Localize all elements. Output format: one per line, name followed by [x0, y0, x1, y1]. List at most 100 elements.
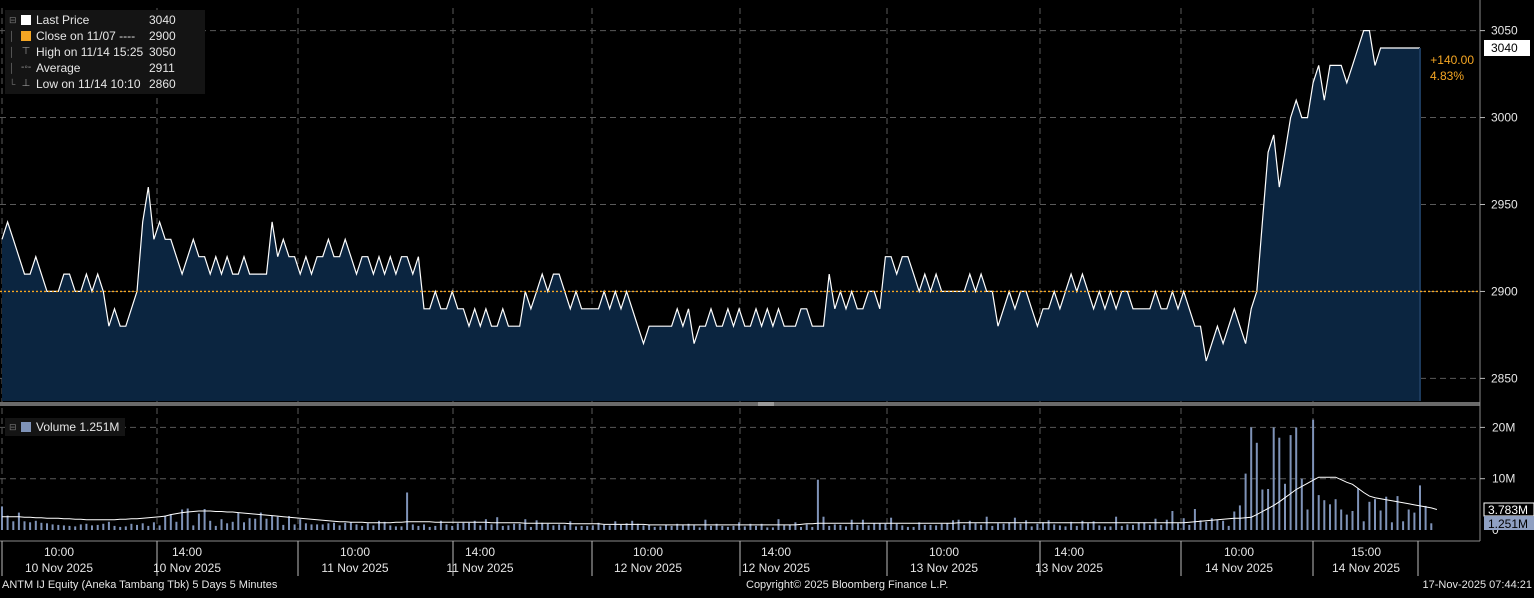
- volume-bar: [1374, 499, 1376, 530]
- volume-bar: [102, 523, 105, 530]
- volume-bar: [265, 518, 268, 530]
- x-tick-date: 12 Nov 2025: [614, 561, 682, 575]
- volume-bar: [726, 526, 729, 530]
- volume-bar: [378, 520, 380, 530]
- volume-bar: [1334, 499, 1337, 530]
- legend-row-high: │ ⊤ High on 11/14 15:25 3050: [9, 44, 205, 60]
- volume-bar: [1002, 523, 1005, 530]
- volume-bar: [997, 523, 999, 530]
- volume-bar: [552, 525, 555, 530]
- volume-bar: [963, 524, 966, 530]
- volume-bar: [57, 524, 60, 530]
- volume-bar: [445, 524, 448, 530]
- volume-bar: [1126, 524, 1129, 530]
- volume-bar: [175, 521, 178, 530]
- volume-bar: [861, 519, 864, 530]
- volume-bar: [715, 523, 718, 530]
- volume-bar: [710, 525, 712, 530]
- volume-bar: [1030, 526, 1033, 530]
- volume-bar: [406, 492, 409, 530]
- volume-bar: [434, 525, 437, 530]
- volume-bar: [1177, 523, 1179, 530]
- volume-bar: [1222, 520, 1225, 530]
- volume-bar: [254, 518, 257, 530]
- legend-value: 3050: [149, 45, 176, 59]
- volume-bar: [1362, 521, 1365, 530]
- volume-bar: [968, 520, 971, 530]
- volume-bar: [653, 526, 656, 530]
- volume-bar: [884, 523, 887, 530]
- x-tick-date: 10 Nov 2025: [25, 561, 93, 575]
- volume-bar: [743, 526, 746, 530]
- volume-bar: [1087, 523, 1089, 530]
- volume-bar: [890, 517, 893, 530]
- legend-row-average: │ -◦- Average 2911: [9, 60, 205, 76]
- legend-label: Low on 11/14 10:10: [36, 77, 141, 91]
- volume-bar: [400, 526, 403, 530]
- volume-bar: [918, 522, 921, 530]
- volume-bar: [845, 526, 847, 530]
- volume-bar: [91, 525, 93, 530]
- volume-bar: [417, 525, 420, 530]
- volume-bar: [895, 523, 898, 530]
- volume-bar: [1199, 520, 1202, 530]
- volume-bar: [226, 523, 229, 530]
- volume-bar: [46, 523, 48, 530]
- volume-bar: [192, 525, 195, 530]
- legend-label: Last Price: [36, 13, 90, 27]
- volume-bar: [687, 523, 690, 530]
- panel-divider: [0, 402, 1480, 406]
- volume-bar: [1272, 427, 1275, 530]
- volume-bar: [541, 522, 544, 530]
- x-tick-date: 10 Nov 2025: [153, 561, 221, 575]
- volume-bar: [755, 525, 757, 530]
- volume-bar: [1407, 509, 1410, 530]
- volume-bar: [473, 520, 476, 530]
- volume-bar: [411, 524, 414, 530]
- volume-bar: [665, 524, 667, 530]
- volume-bar: [957, 519, 960, 530]
- legend-label: High on 11/14 15:25: [36, 45, 144, 59]
- volume-bar: [906, 526, 909, 530]
- volume-bar: [113, 525, 116, 530]
- y-tick-label: 3050: [1491, 24, 1518, 38]
- volume-bar: [1160, 524, 1163, 530]
- volume-bar: [867, 525, 870, 530]
- volume-bar: [985, 516, 988, 530]
- volume-bar: [620, 524, 622, 530]
- volume-bar: [721, 525, 724, 530]
- volume-bar: [636, 523, 639, 530]
- volume-bar: [1109, 526, 1112, 530]
- volume-bar: [17, 512, 20, 530]
- volume-bar: [1053, 524, 1056, 530]
- volume-bar: [439, 520, 442, 530]
- legend-value: 2911: [149, 61, 175, 75]
- volume-bar: [1300, 478, 1303, 530]
- x-tick-time: 14:00: [1054, 545, 1084, 559]
- collapse-toggle-icon[interactable]: ⊟: [9, 15, 17, 25]
- y-tick-label: 3000: [1491, 111, 1518, 125]
- legend-label: Average: [36, 61, 81, 75]
- collapse-toggle-icon[interactable]: ⊟: [9, 422, 17, 432]
- volume-bar: [1250, 427, 1253, 530]
- volume-bar: [209, 520, 212, 530]
- volume-bar: [1143, 522, 1146, 530]
- volume-bar: [1036, 523, 1039, 530]
- last-price-line: [1, 30, 1420, 362]
- volume-bar: [147, 525, 150, 530]
- volume-bar: [496, 517, 499, 530]
- volume-bar: [68, 525, 71, 530]
- last-price-badge: [1484, 39, 1530, 56]
- volume-bar: [670, 525, 673, 530]
- volume-bar: [974, 523, 977, 530]
- x-tick-time: 14:00: [465, 545, 495, 559]
- volume-bar: [310, 524, 313, 530]
- volume-bar: [1424, 505, 1427, 530]
- volume-bar: [1019, 523, 1022, 530]
- volume-bar: [338, 525, 341, 530]
- volume-bar: [214, 525, 217, 530]
- volume-bar: [1379, 510, 1382, 530]
- volume-bar: [1025, 520, 1028, 530]
- x-tick-time: 14:00: [172, 545, 202, 559]
